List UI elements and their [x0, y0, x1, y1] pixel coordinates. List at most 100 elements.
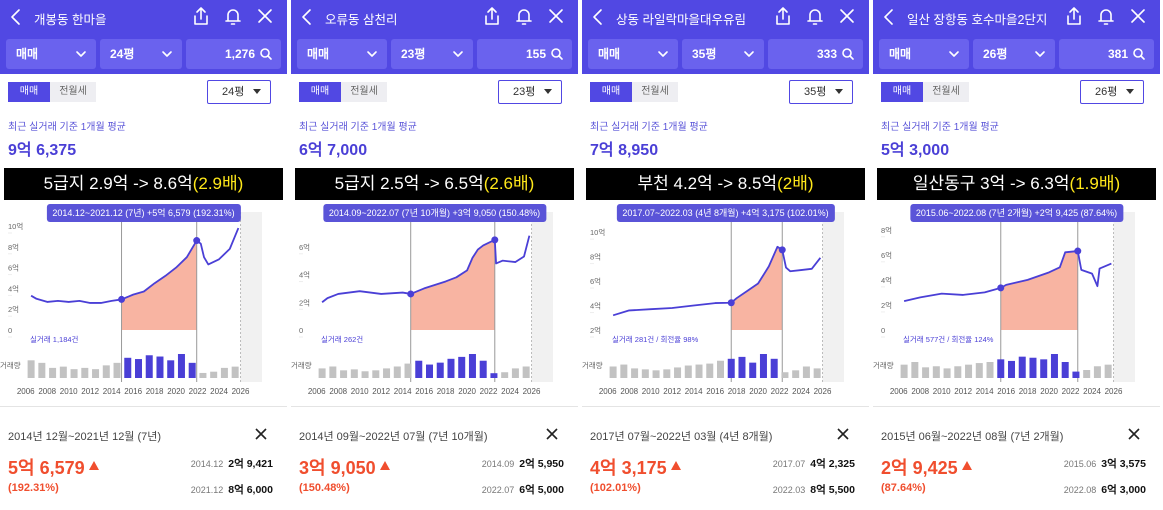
filter-box[interactable]: 매매 [588, 39, 678, 69]
volume-bar [372, 370, 380, 378]
x-tick-label: 2018 [437, 387, 455, 396]
filter-box[interactable]: 매매 [879, 39, 969, 69]
share-button[interactable] [1063, 5, 1085, 27]
trade-count: 실거래 577건 / 회전율 124% [903, 334, 994, 344]
volume-bar [813, 368, 821, 378]
back-button[interactable] [6, 6, 26, 28]
filter-box[interactable]: 35평 [682, 39, 764, 69]
size-select[interactable]: 35평 [789, 80, 853, 104]
back-button[interactable] [879, 6, 899, 28]
share-button[interactable] [481, 5, 503, 27]
volume-bar [210, 371, 218, 378]
detail-close-button[interactable] [836, 427, 850, 441]
y-tick-label: 0 [881, 326, 885, 335]
size-select[interactable]: 24평 [207, 80, 271, 104]
tab-sale[interactable]: 매매 [8, 82, 50, 102]
tab-rent[interactable]: 전월세 [341, 82, 387, 102]
period-text: 2017년 07월~2022년 03월 (4년 8개월) [590, 431, 773, 443]
dropdown-chevron [162, 51, 172, 57]
volume-bar [911, 362, 919, 378]
filter-box[interactable]: 155 [477, 39, 572, 69]
close-button[interactable] [1127, 5, 1149, 27]
tab-sale[interactable]: 매매 [881, 82, 923, 102]
volume-bar [674, 367, 682, 378]
dropdown-chevron [367, 51, 377, 57]
back-button[interactable] [588, 6, 608, 28]
filter-box[interactable]: 매매 [297, 39, 387, 69]
start-price: 3억 3,575 [1101, 458, 1146, 470]
share-button[interactable] [772, 5, 794, 27]
tab-rent[interactable]: 전월세 [632, 82, 678, 102]
y-tick-label: 6억 [590, 277, 601, 286]
detail-close-button[interactable] [1127, 427, 1141, 441]
detail-close-button[interactable] [254, 427, 268, 441]
volume-label: 거래량 [582, 361, 603, 370]
size-select-text: 26평 [1095, 86, 1118, 98]
volume-bar [199, 372, 207, 378]
end-date: 2022.08 [1063, 485, 1097, 495]
volume-bar [383, 368, 391, 378]
filter-box[interactable]: 매매 [6, 39, 96, 69]
y-tick-label: 10억 [590, 228, 605, 237]
filter-box[interactable]: 333 [768, 39, 863, 69]
future-region [1113, 212, 1135, 382]
filter-text: 매매 [889, 47, 912, 61]
alert-button[interactable] [222, 5, 244, 27]
filter-text: 매매 [598, 47, 621, 61]
volume-label: 거래량 [291, 361, 312, 370]
start-date: 2015.06 [1063, 459, 1097, 469]
volume-bar [436, 362, 444, 378]
banner-highlight: (2배) [777, 174, 814, 193]
app-header: 오류동 삼천리 매매 23평 155 [291, 0, 578, 74]
price-line [30, 227, 240, 304]
average-label: 최근 실거래 기준 1개월 평균 [299, 122, 417, 133]
back-button[interactable] [297, 6, 317, 28]
tab-sale[interactable]: 매매 [590, 82, 632, 102]
period-text: 2014년 12월~2021년 12월 (7년) [8, 431, 162, 443]
range-tooltip: 2017.07~2022.03 (4년 8개월) +4억 3,175 (102.… [616, 204, 835, 222]
volume-bar [404, 363, 412, 378]
x-tick-label: 2018 [146, 387, 164, 396]
filter-box[interactable]: 26평 [973, 39, 1055, 69]
size-select[interactable]: 26평 [1080, 80, 1144, 104]
filter-box[interactable]: 1,276 [186, 39, 281, 69]
alert-button[interactable] [1095, 5, 1117, 27]
detail-close-button[interactable] [545, 427, 559, 441]
volume-bar [1040, 359, 1048, 378]
highlight-area [731, 246, 783, 330]
tab-rent[interactable]: 전월세 [923, 82, 969, 102]
share-button[interactable] [190, 5, 212, 27]
close-button[interactable] [254, 5, 276, 27]
price-change: 2억 9,425 [881, 454, 972, 480]
volume-bar [1029, 357, 1037, 378]
volume-bar [81, 367, 89, 378]
select-arrow [835, 89, 843, 94]
volume-bar [393, 366, 401, 378]
filter-box[interactable]: 23평 [391, 39, 473, 69]
alert-button[interactable] [513, 5, 535, 27]
banner-highlight: (2.9배) [192, 174, 244, 193]
place-title: 일산 장항동 호수마을2단지 [907, 13, 1048, 27]
tab-sale[interactable]: 매매 [299, 82, 341, 102]
filter-box[interactable]: 24평 [100, 39, 182, 69]
x-tick-label: 2022 [189, 387, 207, 396]
start-price: 2억 9,421 [228, 458, 273, 470]
size-select[interactable]: 23평 [498, 80, 562, 104]
alert-button[interactable] [804, 5, 826, 27]
tab-rent[interactable]: 전월세 [50, 82, 96, 102]
end-price: 8억 5,500 [810, 484, 855, 496]
filter-text: 333 [816, 47, 837, 61]
volume-bar [522, 366, 530, 378]
volume-bar [1018, 356, 1026, 378]
end-row: 2021.12 8억 6,000 [191, 482, 273, 497]
volume-bar [415, 360, 423, 378]
range-point [407, 290, 415, 298]
filter-box[interactable]: 381 [1059, 39, 1154, 69]
close-button[interactable] [836, 5, 858, 27]
volume-bar [695, 364, 703, 378]
close-button[interactable] [545, 5, 567, 27]
trade-count: 실거래 1,184건 [30, 334, 79, 344]
x-tick-label: 2006 [17, 387, 35, 396]
banner-text: 일산동구 3억 -> 6.3억 [912, 174, 1070, 193]
filter-text: 26평 [983, 47, 1008, 61]
